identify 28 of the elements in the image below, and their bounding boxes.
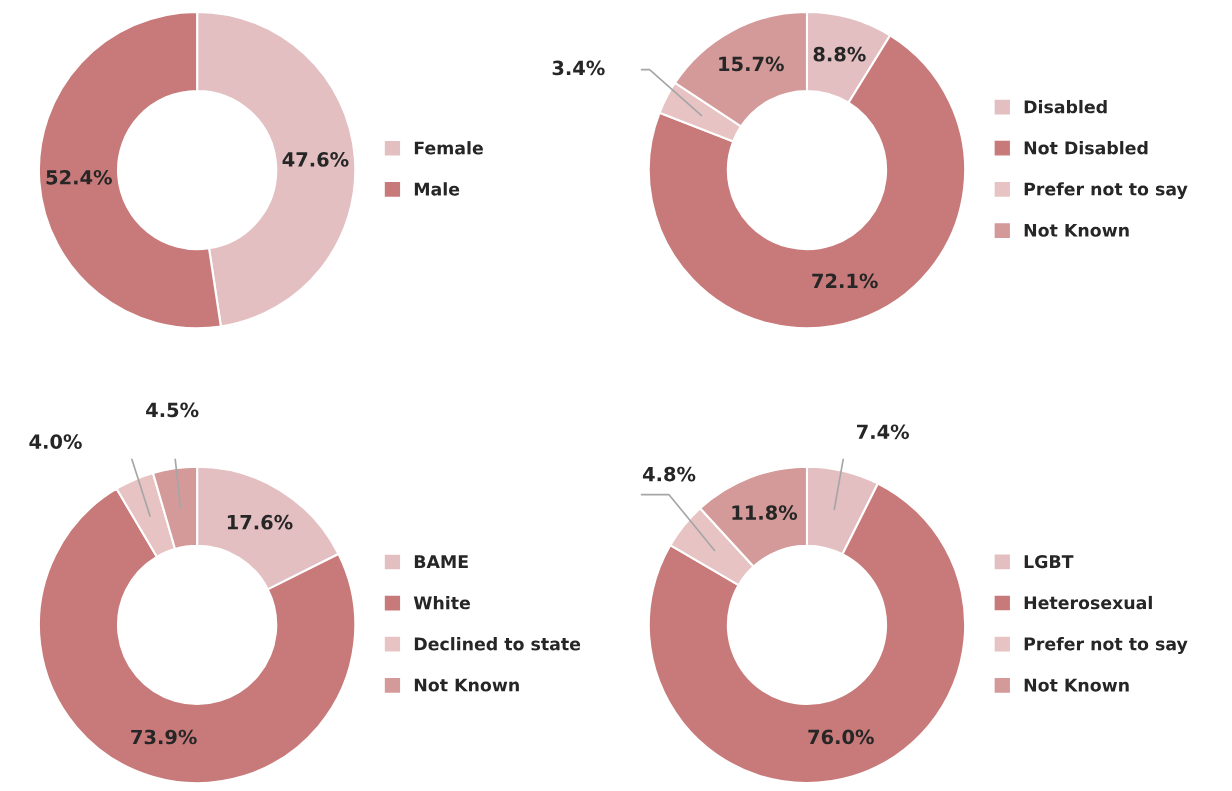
legend-label: Prefer not to say [1024, 636, 1188, 654]
data-label: 8.8% [813, 46, 866, 62]
data-label: 17.6% [227, 514, 293, 530]
data-label: 4.0% [29, 434, 82, 449]
data-label: 76.0% [808, 729, 874, 745]
data-label: 3.4% [552, 60, 605, 76]
legend-label: Declined to state [414, 637, 581, 651]
data-label: 47.6% [282, 152, 349, 167]
legend-label: BAME [414, 555, 468, 569]
data-label: 73.9% [131, 729, 197, 745]
legend-label: Male [414, 182, 460, 196]
data-label: 72.1% [812, 273, 878, 289]
legend-label: Disabled [1024, 99, 1107, 114]
legend-label: Not Known [1024, 223, 1129, 237]
legend-label: Female [414, 141, 483, 155]
data-label: 11.8% [732, 505, 798, 520]
data-label: 15.7% [719, 56, 784, 72]
data-label: 7.4% [856, 424, 909, 440]
legend-label: LGBT [1024, 555, 1074, 569]
legend-label: Not Disabled [1024, 141, 1148, 155]
data-label: 4.5% [146, 402, 199, 418]
legend-label: Not Known [1024, 678, 1129, 692]
legend-label: White [413, 595, 470, 610]
data-label: 52.4% [46, 169, 112, 185]
data-label: 4.8% [642, 466, 696, 482]
legend-label: Prefer not to say [1024, 182, 1188, 200]
legend-label: Heterosexual [1024, 595, 1152, 610]
legend-label: Not Known [414, 678, 519, 692]
